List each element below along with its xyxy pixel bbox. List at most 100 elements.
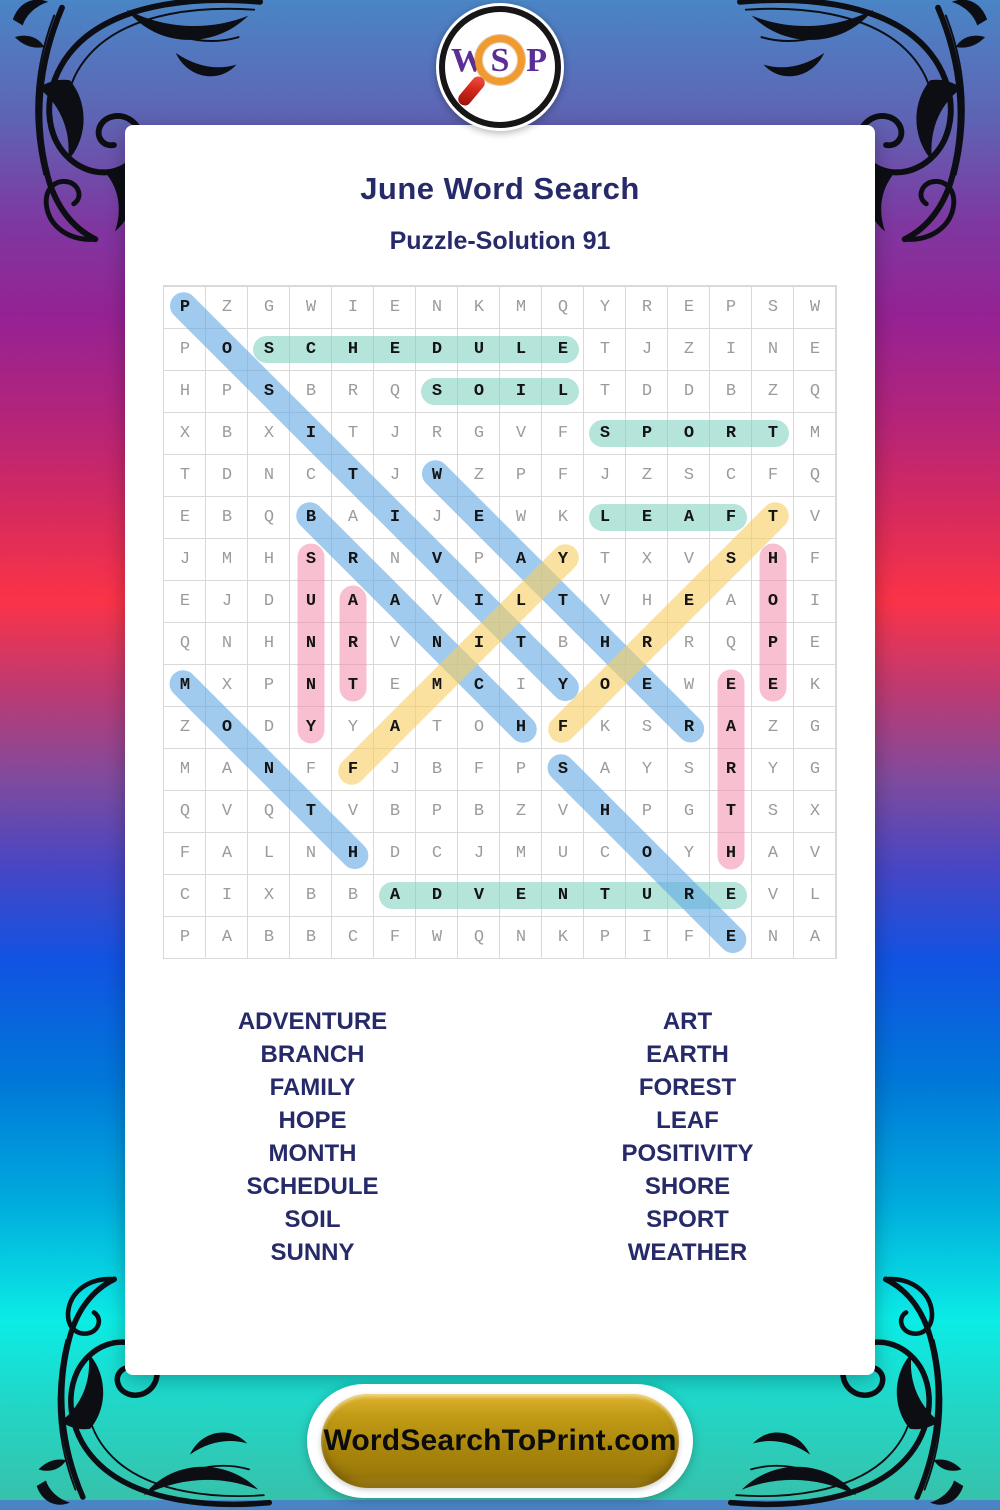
grid-cell: F xyxy=(557,466,569,485)
grid-cell: R xyxy=(683,886,695,905)
grid-cell: G xyxy=(809,718,821,737)
grid-cell: F xyxy=(305,760,317,779)
word-list-item: MONTH xyxy=(268,1140,357,1167)
grid-cell: O xyxy=(473,718,485,737)
grid-cell: L xyxy=(515,592,527,611)
grid-cell: S xyxy=(683,466,695,485)
grid-cell: N xyxy=(515,928,527,947)
grid-cell: V xyxy=(557,802,569,821)
grid-cell: V xyxy=(431,550,443,569)
grid-cell: I xyxy=(473,592,485,611)
grid-cell: V xyxy=(221,802,233,821)
grid-cell: E xyxy=(725,886,737,905)
grid-cell: T xyxy=(179,466,191,485)
grid-cell: M xyxy=(179,676,191,695)
grid-cell: U xyxy=(557,844,569,863)
grid-cell: T xyxy=(347,424,359,443)
grid-cell: T xyxy=(767,508,779,527)
grid-cell: D xyxy=(263,592,275,611)
grid-cell: A xyxy=(221,760,233,779)
grid-cell: N xyxy=(305,676,317,695)
grid-cell: O xyxy=(767,592,779,611)
grid-cell: W xyxy=(683,676,695,695)
grid-cell: J xyxy=(389,466,401,485)
grid-cell: D xyxy=(683,382,695,401)
word-list-item: ART xyxy=(662,1008,713,1035)
grid-cell: H xyxy=(179,382,191,401)
grid-cell: V xyxy=(431,592,443,611)
site-link-button[interactable]: WordSearchToPrint.com xyxy=(321,1394,679,1488)
grid-cell: R xyxy=(641,634,653,653)
grid-cell: K xyxy=(557,928,569,947)
grid-cell: B xyxy=(305,886,317,905)
grid-cell: E xyxy=(725,676,737,695)
grid-cell: W xyxy=(515,508,527,527)
word-list-item: SHORE xyxy=(644,1173,731,1200)
word-list-item: ADVENTURE xyxy=(237,1008,388,1035)
grid-cell: P xyxy=(179,340,191,359)
grid-cell: Q xyxy=(809,382,821,401)
grid-cell: V xyxy=(473,886,485,905)
grid-cell: S xyxy=(431,382,443,401)
grid-cell: C xyxy=(431,844,443,863)
grid-cell: Z xyxy=(641,466,653,485)
grid-cell: F xyxy=(767,466,779,485)
grid-cell: R xyxy=(683,634,695,653)
grid-cell: A xyxy=(221,844,233,863)
grid-cell: V xyxy=(683,550,695,569)
grid-cell: B xyxy=(221,508,233,527)
grid-cell: V xyxy=(809,508,821,527)
grid-cell: H xyxy=(347,340,359,359)
grid-cell: P xyxy=(515,760,527,779)
grid-cell: P xyxy=(179,928,191,947)
grid-cell: X xyxy=(809,802,821,821)
grid-cell: T xyxy=(599,550,611,569)
grid-cell: J xyxy=(389,760,401,779)
grid-cell: A xyxy=(725,592,737,611)
grid-cell: A xyxy=(389,886,401,905)
grid-cell: W xyxy=(431,928,443,947)
grid-cell: B xyxy=(557,634,569,653)
grid-cell: P xyxy=(221,382,233,401)
grid-cell: S xyxy=(263,382,275,401)
grid-cell: I xyxy=(515,676,527,695)
grid-cell: G xyxy=(809,760,821,779)
grid-cell: N xyxy=(389,550,401,569)
grid-cell: O xyxy=(641,844,653,863)
grid-cell: Z xyxy=(683,340,695,359)
grid-cell: Q xyxy=(725,634,737,653)
grid-cell: Q xyxy=(263,802,275,821)
grid-cell: P xyxy=(767,634,779,653)
grid-cell: S xyxy=(641,718,653,737)
grid-cell: R xyxy=(641,298,653,317)
word-list-item: SOIL xyxy=(284,1206,341,1233)
grid-cell: J xyxy=(473,844,485,863)
grid-cell: P xyxy=(599,928,611,947)
grid-cell: O xyxy=(221,340,233,359)
puzzle-subtitle: Puzzle-Solution 91 xyxy=(389,227,611,255)
grid-cell: E xyxy=(809,340,821,359)
grid-cell: R xyxy=(725,424,737,443)
grid-cell: A xyxy=(809,928,821,947)
grid-cell: Y xyxy=(767,760,779,779)
grid-cell: N xyxy=(431,634,443,653)
grid-cell: L xyxy=(599,508,611,527)
grid-cell: E xyxy=(809,634,821,653)
grid-cell: I xyxy=(473,634,485,653)
word-list-item: FOREST xyxy=(638,1074,737,1101)
grid-cell: P xyxy=(641,802,653,821)
grid-cell: C xyxy=(473,676,485,695)
solution-highlight-sport xyxy=(589,419,789,447)
grid-cell: E xyxy=(389,676,401,695)
grid-cell: S xyxy=(767,298,779,317)
grid-cell: R xyxy=(683,718,695,737)
grid-cell: C xyxy=(179,886,191,905)
word-list-column-right: ART EARTH FOREST LEAF POSITIVITY SHORE SPORT WE… xyxy=(500,1005,875,1269)
grid-cell: Z xyxy=(515,802,527,821)
grid-cell: M xyxy=(221,550,233,569)
grid-cell: E xyxy=(557,340,569,359)
grid-cell: D xyxy=(389,844,401,863)
grid-cell: S xyxy=(557,760,569,779)
grid-cell: E xyxy=(179,508,191,527)
